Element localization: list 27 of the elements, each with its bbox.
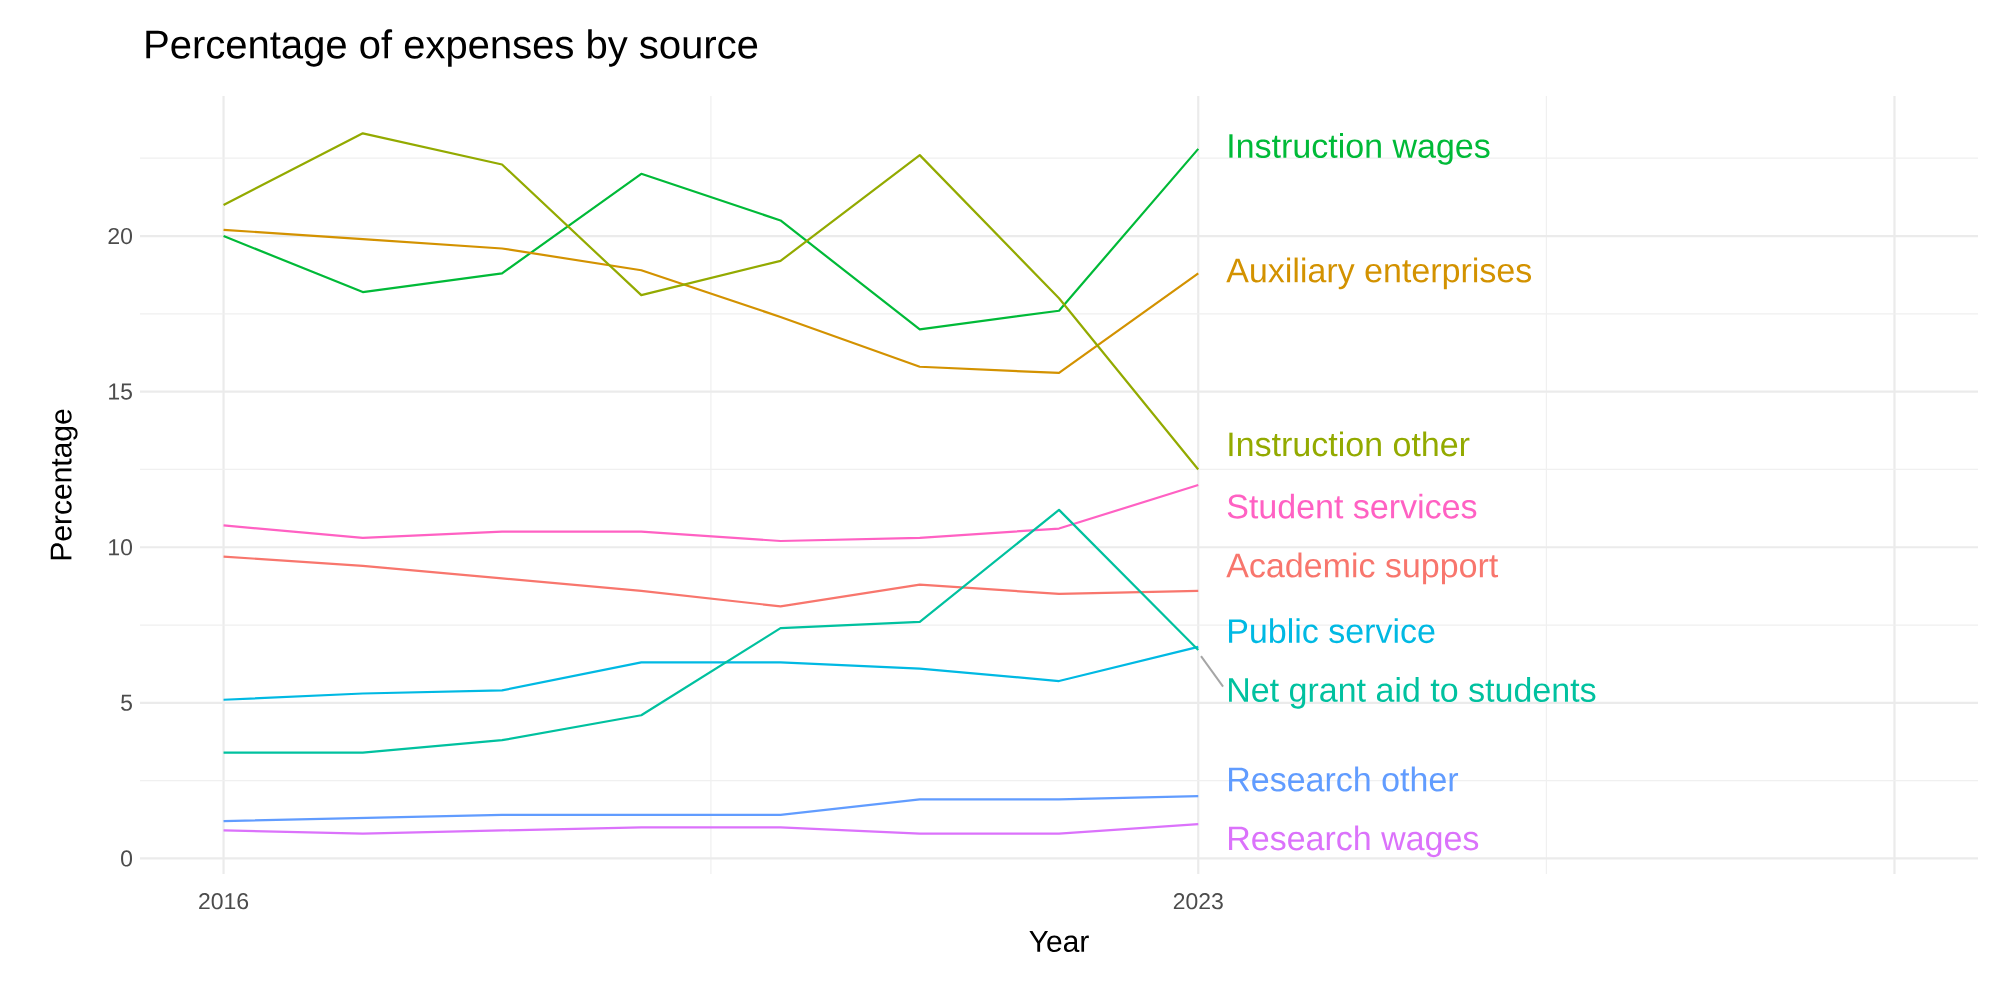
- line-series: [222, 645, 1200, 701]
- y-tick-label: 5: [121, 694, 132, 711]
- line-series: [222, 228, 1200, 375]
- chart-title: Percentage of expenses by source: [146, 29, 758, 67]
- series-label: Net grant aid to students: [1229, 677, 1596, 709]
- line-series: [222, 147, 1200, 331]
- y-tick-label: 15: [109, 383, 132, 400]
- line-series: [222, 823, 1200, 835]
- y-tick-label: 10: [109, 539, 133, 556]
- series-label: Public service: [1229, 618, 1435, 644]
- line-series: [222, 483, 1200, 543]
- series-label: Instruction wages: [1229, 133, 1490, 165]
- x-axis-title: Year: [1029, 931, 1089, 952]
- y-axis-title: Percentage: [50, 409, 78, 560]
- y-tick-label: 20: [108, 227, 133, 245]
- series-label: Student services: [1227, 493, 1477, 519]
- series-label: Research wages: [1229, 825, 1479, 858]
- line-series: [222, 555, 1200, 608]
- line-series: [222, 132, 1200, 471]
- line-series: [222, 508, 1200, 754]
- series-label: Academic support: [1226, 552, 1499, 585]
- series-label: Auxiliary enterprises: [1226, 257, 1532, 290]
- y-tick-label: 0: [121, 850, 133, 867]
- series-label: Instruction other: [1229, 431, 1470, 457]
- x-tick-label: 2023: [1173, 893, 1223, 910]
- x-tick-label: 2016: [199, 893, 249, 910]
- series-label: Research other: [1229, 766, 1459, 792]
